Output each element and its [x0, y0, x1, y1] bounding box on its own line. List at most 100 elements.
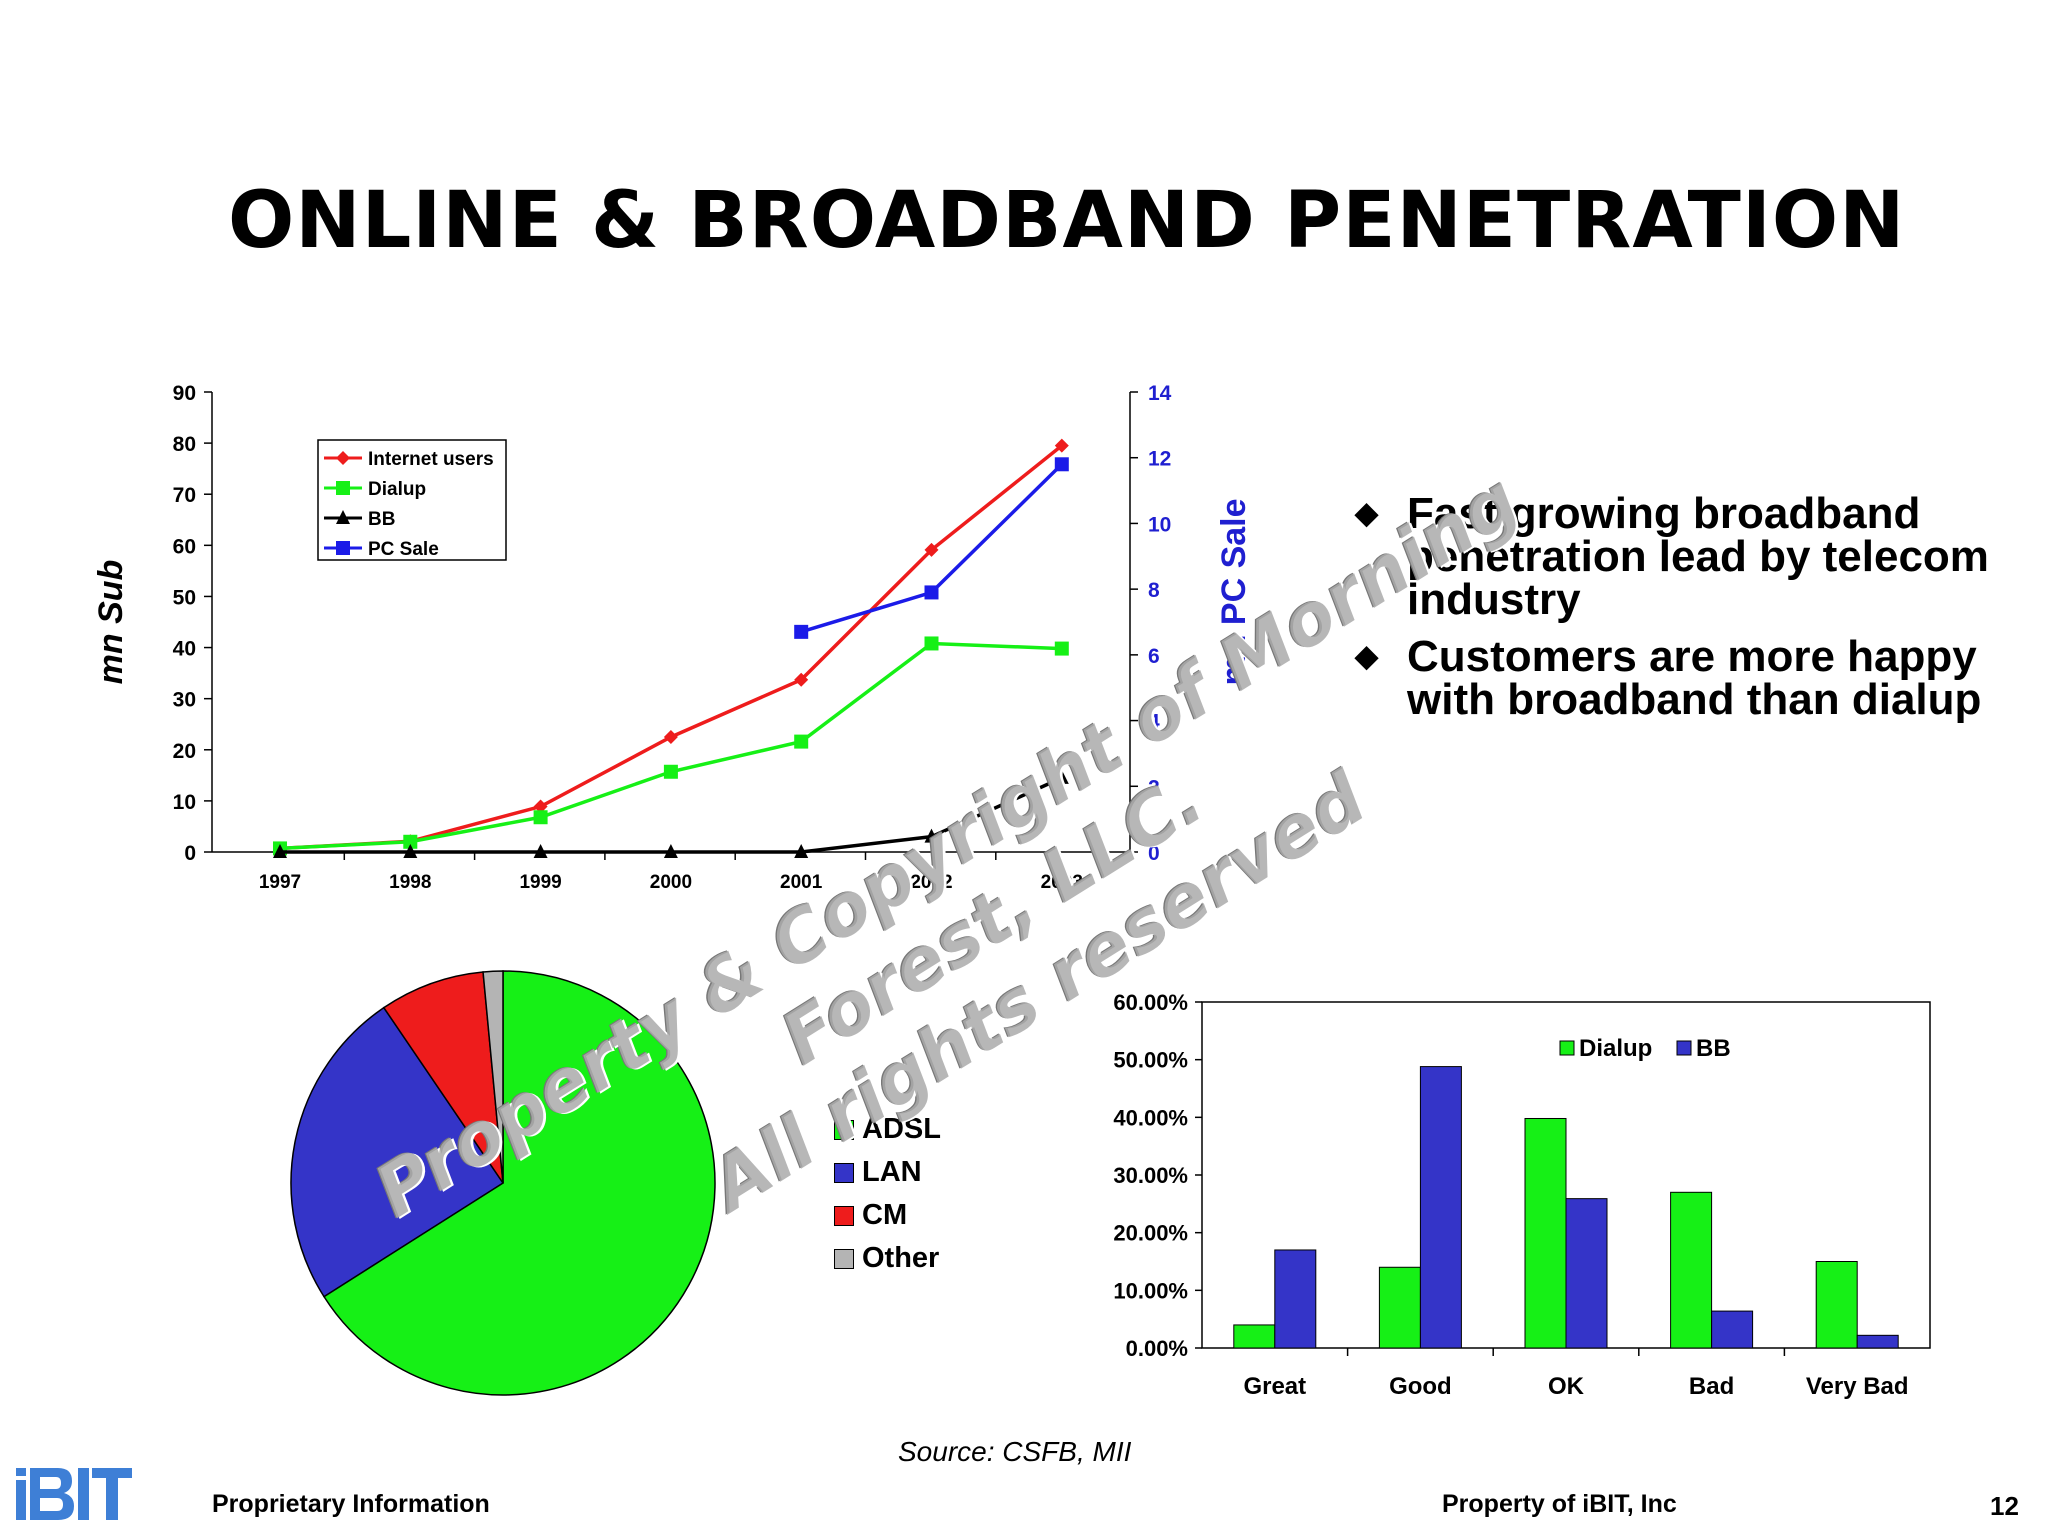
y-tick-label: 10: [173, 791, 196, 814]
footer-property: Property of iBIT, Inc: [1442, 1490, 1677, 1518]
pie-slice: [382, 971, 504, 1184]
data-point: [663, 844, 678, 858]
diamond-bullet-icon: ◆: [1355, 497, 1379, 530]
y-tick-label: 20: [173, 740, 196, 763]
bar: [1274, 1249, 1317, 1349]
legend-label: LAN: [862, 1156, 922, 1188]
x-tick-label: Good: [1389, 1373, 1452, 1400]
source-note: Source: CSFB, MII: [898, 1436, 1132, 1467]
y2-tick-label: 2: [1148, 776, 1160, 799]
legend-swatch: [1676, 1040, 1692, 1056]
data-point: [794, 672, 809, 687]
legend-marker: [336, 451, 350, 465]
y-tick-label: 10.00%: [1113, 1278, 1188, 1303]
bar: [1711, 1310, 1754, 1349]
data-point: [663, 730, 678, 744]
legend-label: PC Sale: [368, 539, 439, 560]
y-tick-label: 0.00%: [1126, 1336, 1188, 1361]
y-tick-label: 50: [173, 586, 196, 609]
data-point: [533, 810, 548, 825]
legend-label: Dialup: [1579, 1035, 1652, 1062]
bullet-item: ◆ Fast growing broadband penetration lea…: [1355, 489, 1995, 624]
data-point: [924, 636, 939, 651]
data-point: [533, 799, 548, 814]
pie-slice: [482, 970, 504, 1184]
y2-tick-label: 14: [1148, 382, 1172, 405]
pie-legend-item: Other: [834, 1237, 941, 1280]
x-tick-label: 2002: [910, 872, 952, 893]
y2-tick-label: 4: [1148, 711, 1160, 734]
data-point: [533, 844, 548, 858]
legend-label: Internet users: [368, 449, 494, 470]
legend-box: [317, 439, 507, 561]
series-line: [279, 641, 1062, 851]
legend-swatch: [834, 1119, 854, 1140]
data-point: [403, 844, 418, 858]
bar: [1378, 1266, 1421, 1349]
bullet-list: ◆ Fast growing broadband penetration lea…: [1355, 492, 1995, 735]
legend-label: BB: [368, 509, 395, 530]
y2-axis-title: mn PC Sale: [1215, 498, 1253, 685]
bar: [1565, 1198, 1608, 1349]
legend-marker: [336, 481, 350, 495]
legend-marker: [336, 541, 350, 555]
pie-slice: [290, 1006, 505, 1298]
x-tick-label: 1999: [519, 872, 561, 893]
data-point: [794, 734, 809, 749]
data-point: [924, 585, 939, 600]
bar: [1815, 1261, 1858, 1349]
pie-legend-item: CM: [834, 1194, 941, 1237]
data-point: [1054, 769, 1069, 784]
bullet-text: Customers are more happy with broadband …: [1407, 632, 1982, 724]
bar: [1856, 1334, 1899, 1349]
legend-label: Other: [862, 1242, 940, 1274]
y2-tick-label: 8: [1148, 579, 1160, 602]
legend-swatch: [834, 1205, 854, 1226]
x-tick-label: 1998: [389, 872, 431, 893]
y-tick-label: 0: [184, 842, 196, 865]
data-point: [1054, 641, 1069, 656]
bar: [1524, 1117, 1567, 1349]
y2-tick-label: 6: [1148, 645, 1160, 668]
x-tick-label: 2000: [650, 872, 692, 893]
pie-legend: ADSL LAN CM Other: [834, 1108, 941, 1280]
y-tick-label: 20.00%: [1113, 1221, 1188, 1246]
y-tick-label: 40.00%: [1113, 1105, 1188, 1130]
pie-slice: [322, 970, 716, 1396]
legend-swatch: [1559, 1040, 1575, 1056]
y-tick-label: 40: [173, 638, 196, 661]
diamond-bullet-icon: ◆: [1355, 640, 1379, 673]
pie-legend-item: LAN: [834, 1151, 941, 1194]
y-tick-label: 60.00%: [1113, 990, 1188, 1015]
slide-title: ONLINE & BROADBAND PENETRATION: [228, 176, 1906, 266]
bar: [1670, 1191, 1713, 1349]
x-tick-label: 1997: [259, 872, 301, 893]
x-tick-label: OK: [1548, 1373, 1585, 1400]
y2-tick-label: 10: [1148, 513, 1171, 536]
bullet-text: Fast growing broadband penetration lead …: [1407, 489, 1989, 624]
data-point: [794, 844, 809, 858]
legend-marker: [336, 510, 350, 524]
data-point: [924, 542, 939, 557]
y-tick-label: 50.00%: [1113, 1048, 1188, 1073]
y-tick-label: 30.00%: [1113, 1163, 1188, 1188]
footer-proprietary: Proprietary Information: [212, 1490, 490, 1518]
page-number: 12: [1990, 1491, 2019, 1521]
legend-label: CM: [862, 1199, 908, 1231]
y-tick-label: 70: [173, 484, 196, 507]
y2-tick-label: 0: [1148, 842, 1160, 865]
data-point: [273, 844, 287, 858]
bar: [1233, 1324, 1276, 1349]
x-tick-label: 2003: [1041, 872, 1083, 893]
data-point: [1054, 438, 1069, 453]
y-tick-label: 80: [173, 433, 196, 456]
legend-swatch: [834, 1248, 854, 1269]
bar-chart: 0.00% 10.00% 20.00% 30.00% 40.00% 50.00% 60.00…: [1113, 990, 1931, 1400]
y-tick-label: 60: [173, 535, 196, 558]
bar: [1419, 1066, 1462, 1349]
data-point: [403, 834, 418, 849]
x-tick-label: Very Bad: [1806, 1373, 1909, 1400]
x-tick-label: 2001: [780, 872, 823, 893]
pie-chart: [290, 970, 716, 1396]
x-tick-label: Great: [1243, 1373, 1306, 1400]
